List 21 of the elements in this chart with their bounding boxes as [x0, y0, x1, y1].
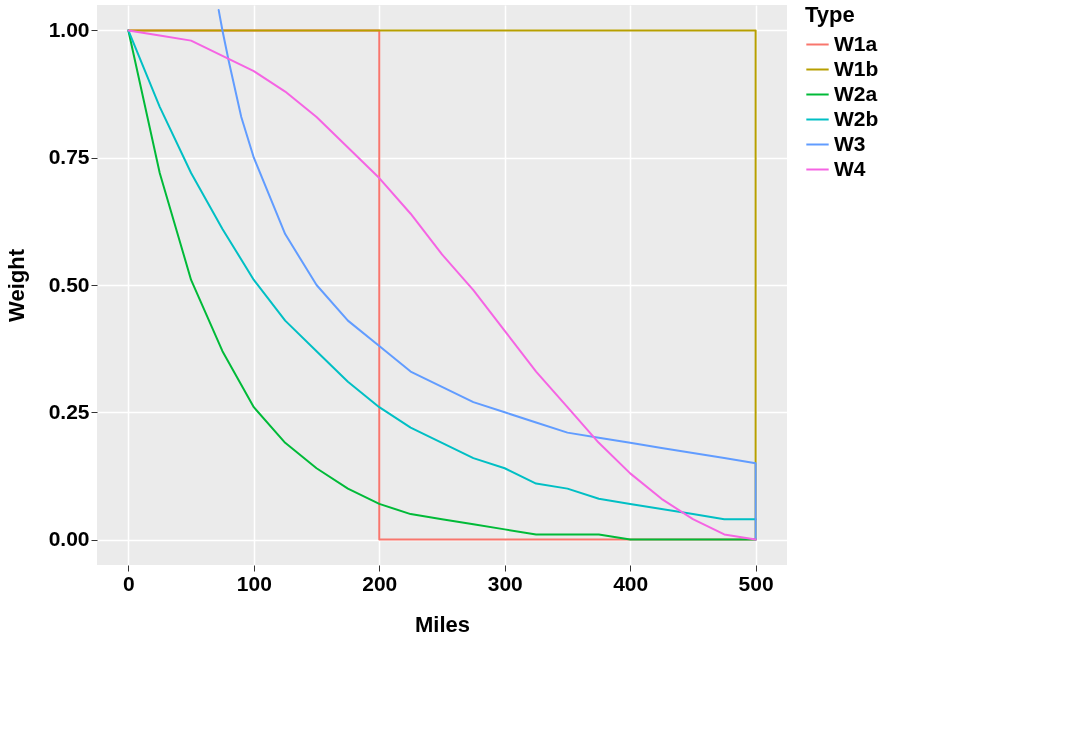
x-tick-label: 400	[613, 571, 649, 595]
y-tick-label: 0.25	[48, 399, 90, 423]
x-axis-title: Miles	[414, 611, 471, 637]
y-tick-label: 1.00	[48, 17, 90, 41]
legend-label: W3	[834, 131, 866, 155]
x-tick-label: 100	[236, 571, 272, 595]
legend-label: W1a	[834, 31, 878, 55]
x-tick-label: 200	[362, 571, 398, 595]
y-tick-label: 0.50	[48, 272, 90, 296]
x-tick-label: 300	[487, 571, 523, 595]
y-tick-label: 0.00	[48, 527, 90, 551]
x-tick-label: 500	[738, 571, 774, 595]
line-series	[217, 9, 757, 541]
legend-label: W2b	[834, 106, 879, 130]
y-axis-title: Weight	[3, 248, 29, 322]
legend-label: W1b	[834, 56, 879, 80]
x-tick-label: 0	[123, 571, 135, 595]
legend-label: W4	[834, 156, 866, 180]
y-tick-label: 0.75	[48, 145, 90, 169]
legend-label: W2a	[834, 81, 878, 105]
legend-title: Type	[805, 2, 855, 27]
